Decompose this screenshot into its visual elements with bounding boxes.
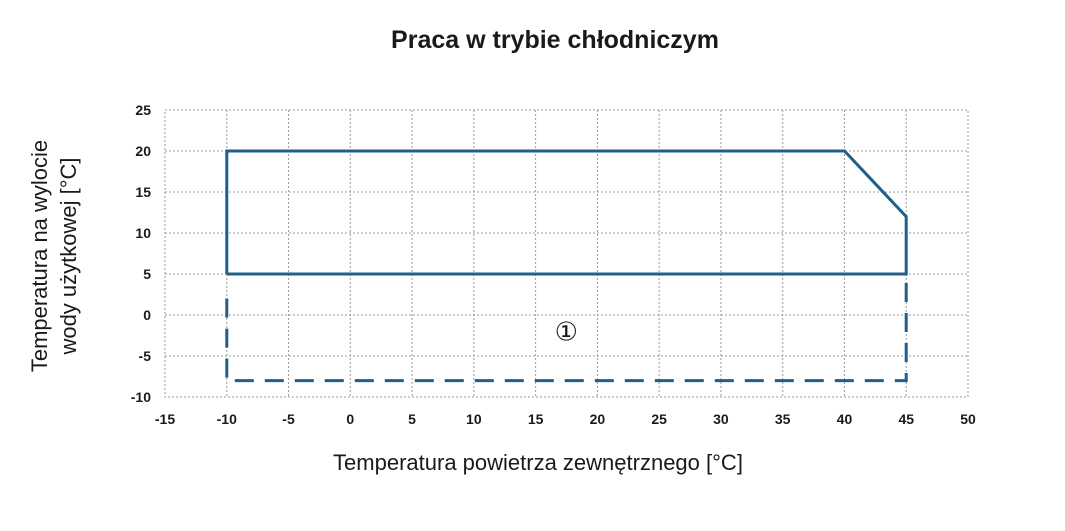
x-tick-label: -10 — [217, 411, 237, 427]
y-tick-label: 15 — [135, 184, 151, 200]
x-tick-label: 15 — [528, 411, 544, 427]
x-tick-label: 5 — [408, 411, 416, 427]
annotations: ① — [555, 317, 578, 347]
tick-labels: -15 -10 -5 0 5 10 15 20 25 30 35 40 45 50-10-50510152… — [131, 102, 976, 427]
y-axis-label-line-2: wody użytkowej [°C] — [56, 157, 81, 355]
x-tick-label: 10 — [466, 411, 482, 427]
annotation-label: ① — [555, 317, 578, 347]
y-tick-label: -5 — [139, 348, 152, 364]
x-tick-label: 30 — [713, 411, 729, 427]
x-tick-label: 50 — [960, 411, 976, 427]
x-tick-label: 25 — [651, 411, 667, 427]
x-tick-label: -15 — [155, 411, 175, 427]
y-tick-label: 10 — [135, 225, 151, 241]
y-tick-label: -10 — [131, 389, 151, 405]
y-tick-label: 0 — [143, 307, 151, 323]
y-axis-label: Temperatura na wylocie wody użytkowej [°… — [27, 140, 81, 372]
x-tick-label: -5 — [282, 411, 295, 427]
operating-envelope-line — [225, 149, 908, 276]
x-tick-label: 45 — [898, 411, 914, 427]
y-tick-label: 5 — [143, 266, 151, 282]
y-tick-label: 20 — [135, 143, 151, 159]
x-tick-label: 20 — [590, 411, 606, 427]
x-axis-label: Temperatura powietrza zewnętrznego [°C] — [333, 450, 743, 475]
y-tick-label: 25 — [135, 102, 151, 118]
x-tick-label: 40 — [837, 411, 853, 427]
series — [225, 149, 908, 383]
chart-title: Praca w trybie chłodniczym — [391, 26, 719, 54]
plot-frame — [164, 109, 969, 398]
x-tick-label: 35 — [775, 411, 791, 427]
dashed-envelope-line — [225, 282, 908, 383]
y-axis-label-line-1: Temperatura na wylocie — [27, 140, 52, 372]
x-tick-label: 0 — [346, 411, 354, 427]
